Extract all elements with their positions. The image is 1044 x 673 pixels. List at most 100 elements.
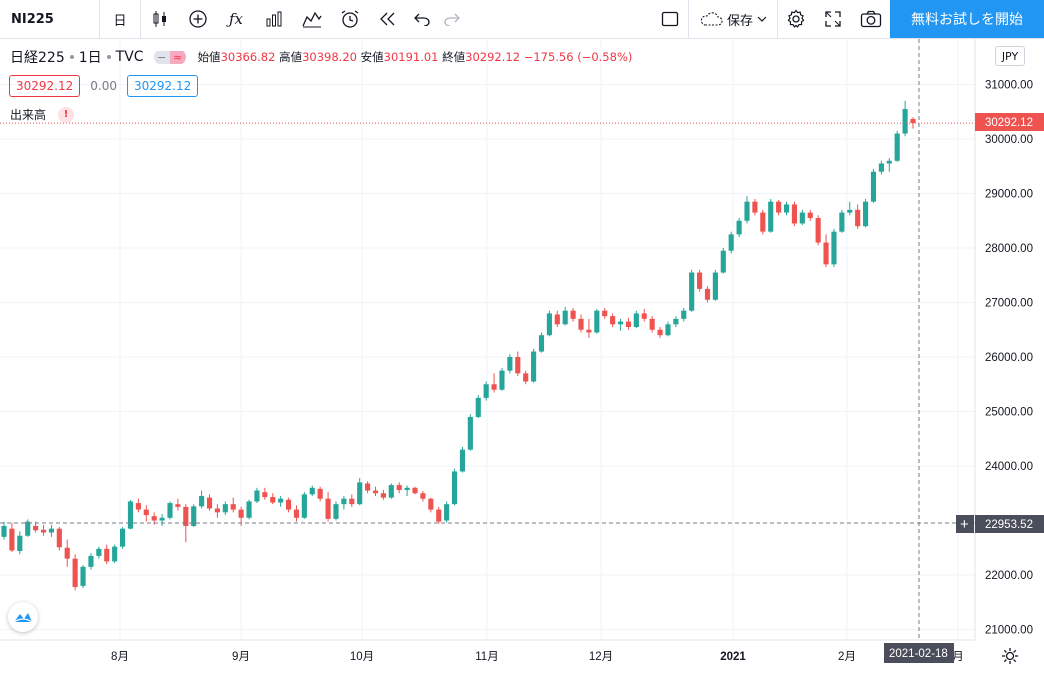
undo-icon <box>414 13 430 26</box>
cloud-icon <box>700 12 723 26</box>
legend-toggle[interactable]: − ≈ <box>153 49 186 65</box>
candle-body <box>56 528 62 548</box>
candles-chart-type-button[interactable] <box>141 0 179 38</box>
time-tick-label: 10月 <box>350 651 374 663</box>
sell-price-button[interactable]: 30292.12 <box>9 75 81 97</box>
candle-body <box>807 212 813 219</box>
alert-button[interactable] <box>331 0 369 38</box>
candle-body <box>610 316 616 325</box>
price-chart[interactable]: 31000.00 30000.00 29000.00 28000.00 27000.00… <box>0 39 1044 673</box>
camera-icon <box>860 10 882 28</box>
candle-body <box>119 528 126 547</box>
candle-body <box>720 250 726 273</box>
volume-label[interactable]: 出来高 <box>10 108 47 122</box>
settings-button[interactable] <box>778 0 814 38</box>
change-value: −175.56 (−0.58%) <box>523 50 633 64</box>
candle-body <box>799 212 805 224</box>
candle-body <box>531 351 537 382</box>
candle-body <box>254 490 260 502</box>
candle-body <box>483 384 489 398</box>
high-label: 高値 <box>279 50 303 64</box>
time-tick-label: 2月 <box>838 651 856 663</box>
candle-body <box>894 133 900 161</box>
start-trial-button[interactable]: 無料お試しを開始 <box>890 0 1044 38</box>
indicators-button[interactable]: ƒx <box>217 0 255 38</box>
candle-body <box>855 209 861 227</box>
candle-body <box>191 506 197 526</box>
save-button[interactable]: 保存 <box>689 0 777 38</box>
divider <box>140 0 141 38</box>
tradingview-logo[interactable] <box>8 602 38 632</box>
candle-body <box>538 335 545 352</box>
chart-legend: 日経225 1日 TVC − ≈ 始値30366.82 高値30398.20 安… <box>10 47 632 67</box>
candle-body <box>135 503 141 510</box>
candle-body <box>910 119 916 124</box>
financials-button[interactable] <box>255 0 293 38</box>
chevron-down-icon <box>757 16 767 22</box>
candle-body <box>641 313 647 319</box>
candle-body <box>815 218 821 243</box>
candle-body <box>878 163 884 172</box>
sun-gear-icon <box>1002 648 1018 664</box>
candle-body <box>40 529 47 533</box>
candle-body <box>404 487 410 490</box>
candle-body <box>847 209 853 213</box>
candle-body <box>428 498 434 510</box>
layout-button[interactable] <box>652 0 688 38</box>
candle-body <box>499 370 505 390</box>
candle-body <box>444 504 450 521</box>
candle-body <box>420 493 426 499</box>
trade-badges: 30292.12 0.00 30292.12 <box>9 75 199 97</box>
candle-body <box>467 416 473 450</box>
time-tick-label: 8月 <box>111 651 129 663</box>
time-tick-label: 11月 <box>475 651 498 663</box>
currency-button[interactable]: JPY <box>995 46 1025 66</box>
fullscreen-button[interactable] <box>814 0 852 38</box>
candle-body <box>768 201 774 232</box>
candle-body <box>736 220 742 235</box>
interval-button[interactable]: 日 <box>113 13 127 29</box>
buy-price-button[interactable]: 30292.12 <box>126 75 199 97</box>
axis-settings-button[interactable] <box>1000 646 1020 666</box>
candle-body <box>689 272 695 311</box>
add-compare-button[interactable] <box>179 0 217 38</box>
candle-body <box>1 525 7 537</box>
candle-body <box>791 204 798 224</box>
time-tick-label: 2021 <box>720 651 746 663</box>
redo-button[interactable] <box>437 0 467 38</box>
templates-button[interactable] <box>293 0 331 38</box>
plus-circle-icon <box>189 10 207 28</box>
candle-body <box>728 234 734 251</box>
candle-body <box>104 548 110 562</box>
warning-icon[interactable]: ! <box>58 106 75 123</box>
candle-body <box>365 483 371 491</box>
price-axis[interactable]: 31000.00 30000.00 29000.00 28000.00 27000.00… <box>985 80 1033 637</box>
last-price-label-bg <box>975 113 1044 131</box>
approx-icon: ≈ <box>169 50 186 64</box>
price-tick-label: 21000.00 <box>985 625 1033 637</box>
open-value: 30366.82 <box>220 50 276 64</box>
crosshair-price-label: 22953.52 <box>985 519 1033 531</box>
candle-body <box>863 201 869 227</box>
candle-body <box>673 318 679 325</box>
candle-body <box>293 509 300 518</box>
legend-title[interactable]: 日経225 <box>10 50 65 66</box>
crosshair-add-button[interactable] <box>956 515 974 533</box>
candle-body <box>143 509 149 516</box>
snapshot-button[interactable] <box>852 0 890 38</box>
undo-button[interactable] <box>407 0 437 38</box>
candle-body <box>436 509 442 522</box>
candle-body <box>412 487 418 494</box>
candle-body <box>657 329 663 336</box>
candle-body <box>262 492 268 498</box>
candle-body <box>704 288 711 300</box>
minus-icon: − <box>153 50 170 64</box>
symbol-search-button[interactable]: NI225 <box>0 0 100 38</box>
candle-body <box>270 497 276 503</box>
time-axis[interactable]: 8月 9月 10月 11月 12月 2021 2月 月 <box>111 651 964 663</box>
candle-body <box>214 508 220 513</box>
candle-body <box>388 485 394 498</box>
candle-body <box>570 310 576 319</box>
candle-body <box>697 272 703 289</box>
replay-button[interactable] <box>369 0 407 38</box>
